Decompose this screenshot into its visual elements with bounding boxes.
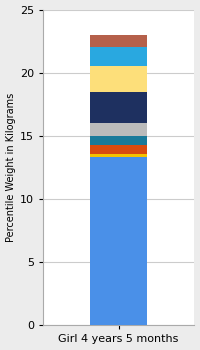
Bar bbox=[90, 66, 147, 92]
Bar bbox=[90, 158, 147, 326]
Bar bbox=[90, 35, 147, 48]
Bar bbox=[90, 92, 147, 123]
Bar bbox=[90, 48, 147, 66]
Bar bbox=[90, 145, 147, 154]
Bar bbox=[90, 154, 147, 158]
Bar bbox=[90, 123, 147, 136]
Bar bbox=[90, 136, 147, 145]
Y-axis label: Percentile Weight in Kilograms: Percentile Weight in Kilograms bbox=[6, 93, 16, 242]
